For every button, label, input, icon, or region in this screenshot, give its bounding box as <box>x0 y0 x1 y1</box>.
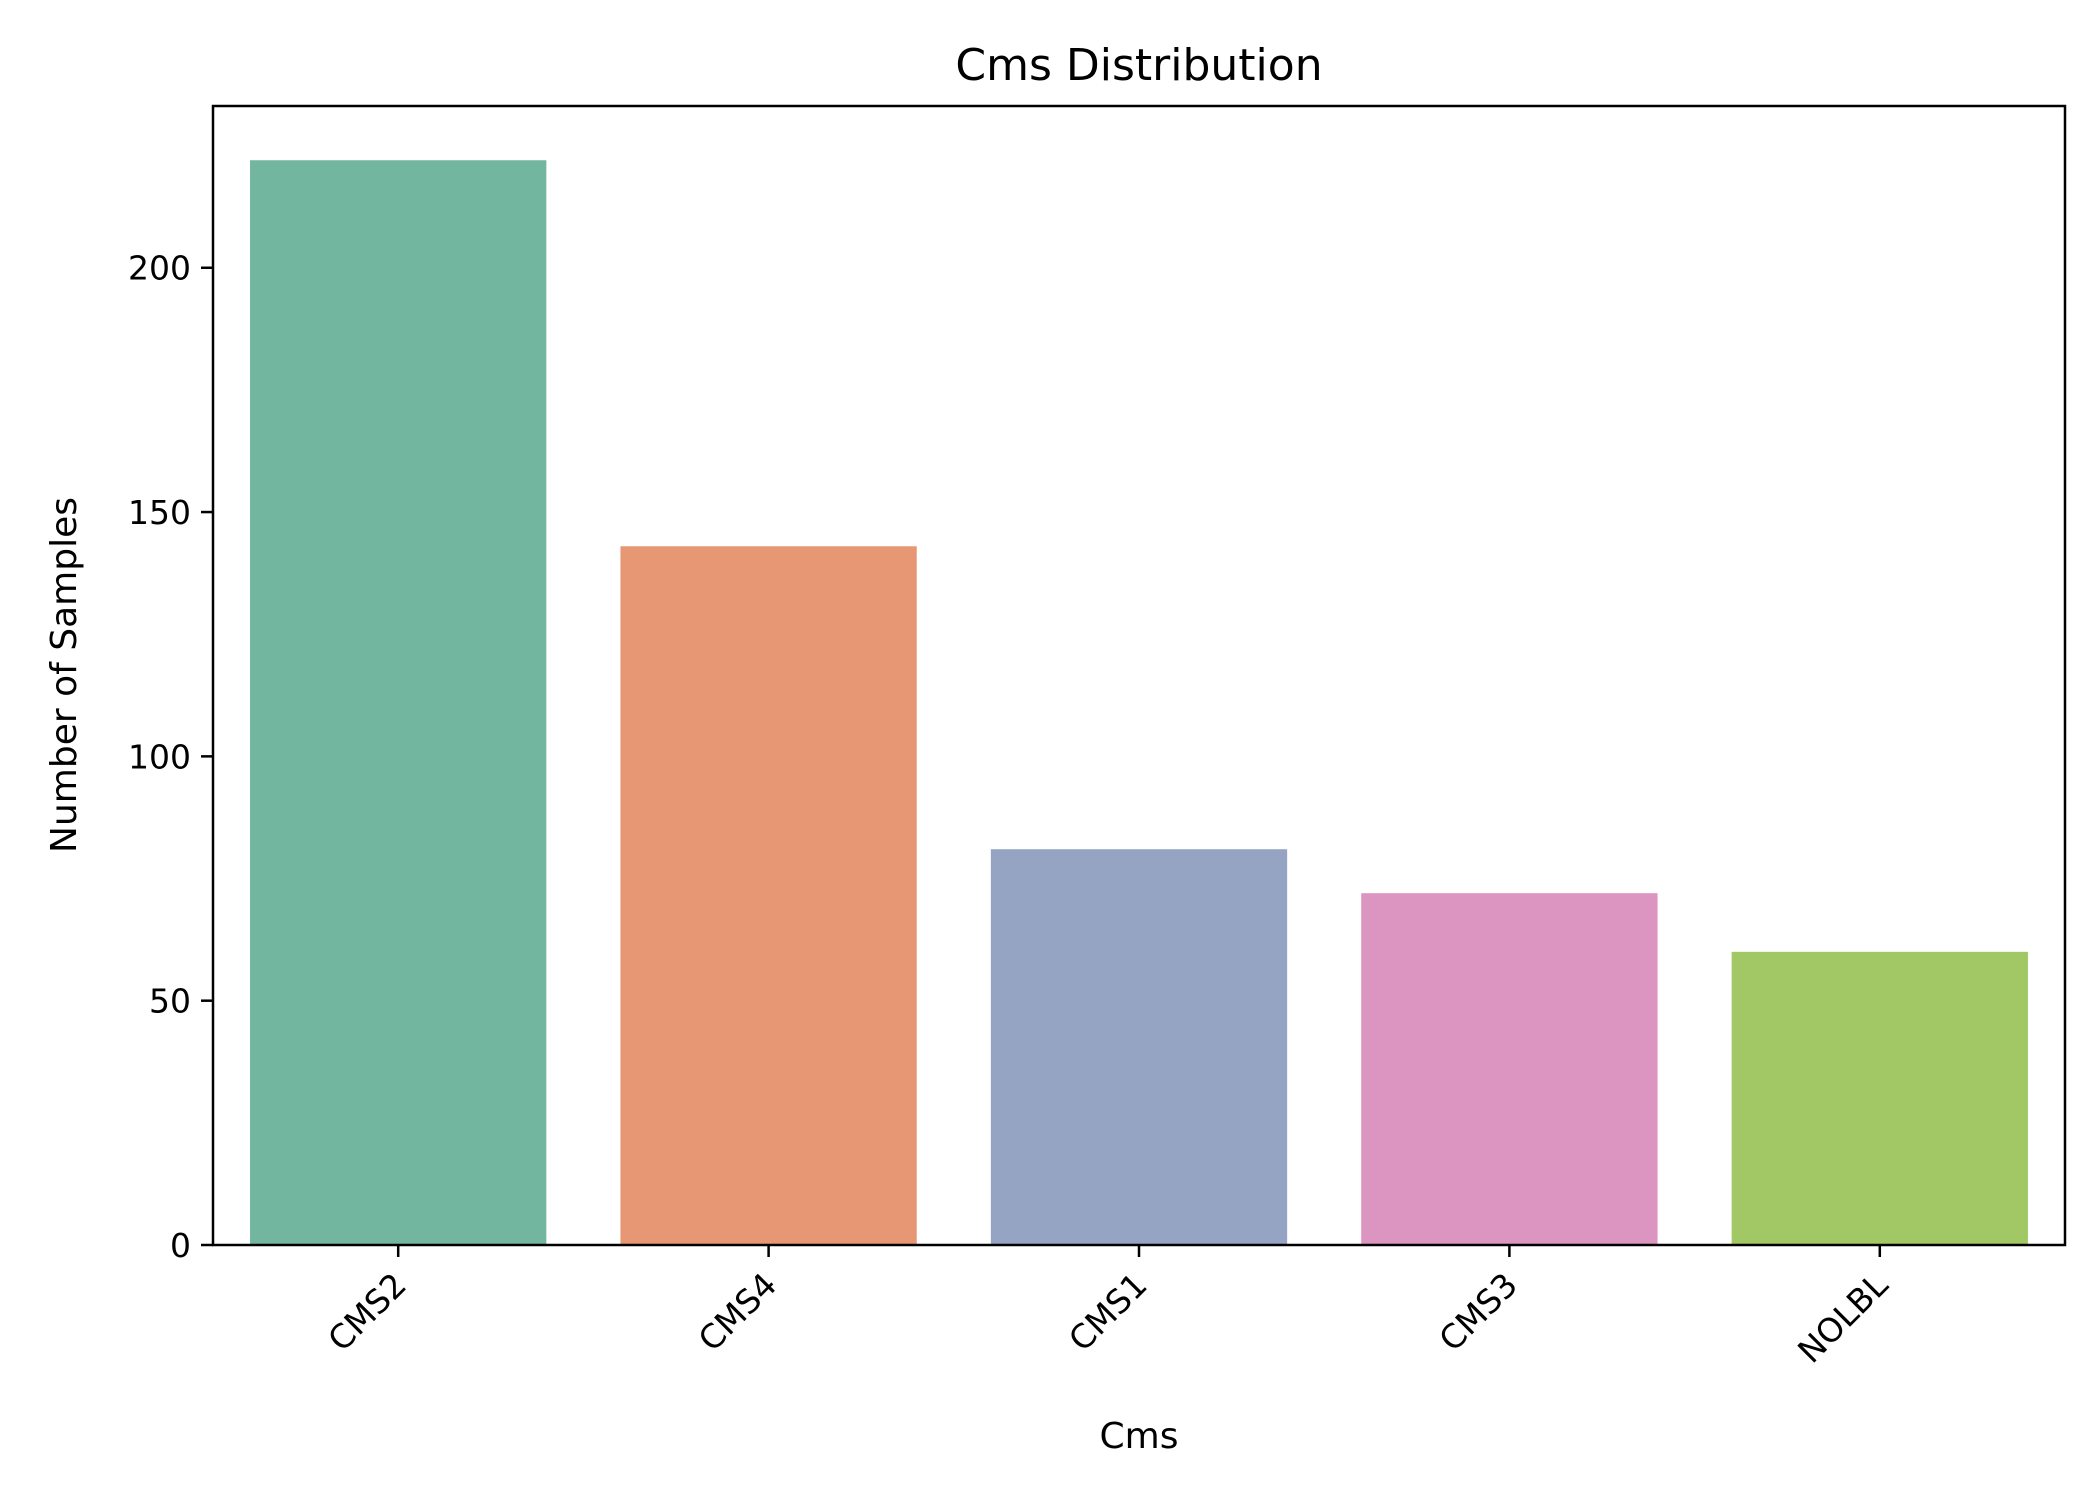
y-tick-label: 100 <box>128 737 191 776</box>
y-axis-label: Number of Samples <box>44 497 85 853</box>
chart-title: Cms Distribution <box>955 40 1322 91</box>
y-axis: 0 50 100 150 200 <box>128 249 213 1265</box>
x-tick-label: CMS3 <box>1431 1265 1525 1359</box>
bars <box>250 160 2028 1246</box>
x-tick-label: CMS4 <box>691 1265 785 1359</box>
x-axis: CMS2 CMS4 CMS1 CMS3 NOLBL <box>320 1245 1896 1370</box>
bar-nolbl <box>1731 951 2028 1245</box>
x-tick-label: CMS2 <box>320 1265 414 1359</box>
y-tick-label: 50 <box>149 982 191 1021</box>
y-tick-label: 200 <box>128 249 191 288</box>
x-tick-label: CMS1 <box>1061 1265 1155 1359</box>
bar-cms2 <box>250 160 547 1246</box>
bar-cms3 <box>1361 893 1658 1245</box>
x-tick-label: NOLBL <box>1790 1265 1896 1371</box>
bar-cms1 <box>990 849 1288 1245</box>
y-tick-label: 150 <box>128 493 191 532</box>
x-axis-label: Cms <box>1100 1416 1179 1457</box>
y-tick-label: 0 <box>170 1226 191 1265</box>
bar-cms4 <box>620 546 917 1245</box>
